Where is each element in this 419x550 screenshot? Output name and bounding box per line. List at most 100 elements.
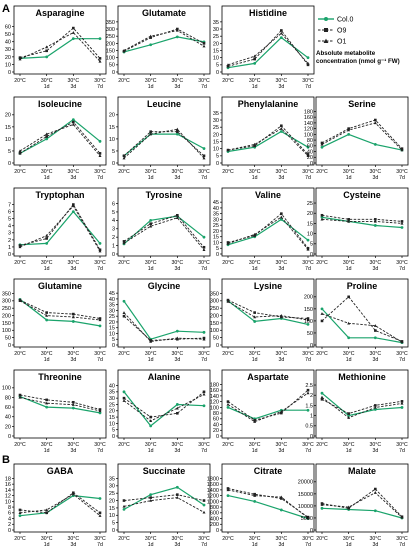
data-point-col-0	[279, 508, 283, 512]
data-point-o9	[306, 63, 310, 67]
y-tick-label: 20	[5, 424, 11, 430]
series-line-col-0	[19, 118, 101, 154]
y-tick-label: 80	[307, 138, 313, 144]
data-point-col-0	[175, 403, 179, 406]
data-point-o9	[122, 240, 126, 243]
x-tick-label: 20°C	[222, 351, 234, 357]
x-tick-label: 30°C	[198, 442, 210, 448]
data-point-col-0	[253, 320, 257, 323]
series-line-o9	[321, 296, 403, 342]
data-point-o1	[98, 249, 102, 253]
data-point-o1	[226, 148, 230, 152]
y-tick-label: 60	[5, 405, 11, 411]
series-line-col-0	[19, 395, 101, 414]
y-tick-label: 35	[109, 476, 115, 482]
data-point-o1	[202, 337, 206, 341]
data-point-o9	[98, 152, 102, 155]
y-tick-label: 0	[112, 528, 115, 534]
x-tick-label: 20°C	[316, 169, 328, 175]
x-tick-label: 30°C	[343, 442, 355, 448]
x-tick-sublabel: 3d	[70, 84, 76, 90]
data-point-o9	[202, 154, 206, 158]
series-line-col-0	[19, 298, 101, 327]
y-tick-label: 50	[5, 336, 11, 342]
data-point-o1	[71, 122, 75, 126]
data-point-o9	[347, 412, 350, 415]
data-point-col-0	[347, 132, 351, 136]
y-tick-label: 30	[213, 118, 219, 124]
data-point-o9	[280, 124, 283, 128]
y-tick-label: 10	[213, 56, 219, 62]
data-point-o1	[400, 515, 404, 519]
data-point-o9	[72, 400, 75, 404]
x-tick-sublabel: 1d	[346, 266, 352, 272]
y-tick-label: 200	[210, 313, 219, 319]
panel-frame	[117, 369, 211, 439]
y-tick-label: 150	[304, 307, 313, 313]
data-point-col-0	[306, 56, 310, 60]
data-point-col-0	[175, 35, 179, 39]
series-line-o1	[321, 313, 403, 343]
panel-title: Asparagine	[35, 8, 84, 18]
x-tick-label: 30°C	[41, 351, 53, 357]
x-tick-sublabel: 1d	[346, 175, 352, 181]
x-tick-sublabel: 3d	[278, 542, 284, 548]
data-point-col-0	[18, 514, 22, 518]
data-point-o1	[45, 401, 49, 405]
x-tick-sublabel: 3d	[372, 542, 378, 548]
legend-marker-col0	[324, 17, 328, 21]
y-tick-label: 0	[216, 70, 219, 76]
series-line-o1	[321, 492, 403, 518]
data-point-o1	[18, 245, 22, 249]
panel-title: Serine	[348, 99, 376, 109]
data-point-o1	[175, 336, 179, 340]
x-tick-sublabel: 7d	[305, 266, 311, 272]
data-point-col-0	[45, 242, 49, 245]
series-line-col-0	[321, 392, 403, 417]
series-line-o9	[321, 214, 403, 222]
x-tick-sublabel: 3d	[372, 357, 378, 363]
data-point-o9	[280, 315, 283, 319]
data-point-o1	[226, 242, 230, 245]
x-tick-sublabel: 3d	[70, 175, 76, 181]
y-tick-label: 4	[112, 218, 115, 224]
data-point-col-0	[98, 139, 102, 143]
data-point-o9	[253, 144, 256, 148]
x-tick-label: 20°C	[14, 536, 26, 542]
y-tick-label: 3	[8, 231, 11, 237]
x-tick-sublabel: 3d	[174, 84, 180, 90]
data-point-o1	[45, 234, 49, 237]
x-tick-sublabel: 3d	[278, 357, 284, 363]
data-point-o9	[72, 120, 75, 124]
series-line-o9	[123, 214, 205, 248]
y-tick-label: 20	[109, 320, 115, 326]
panel-title: Alanine	[148, 372, 181, 382]
x-tick-sublabel: 1d	[148, 175, 154, 181]
data-point-o1	[149, 132, 153, 136]
series-line-o1	[123, 128, 205, 159]
x-tick-label: 30°C	[249, 260, 261, 266]
series-line-col-0	[123, 391, 205, 427]
x-tick-label: 20°C	[118, 536, 130, 542]
y-tick-label: 100	[2, 386, 11, 392]
x-tick-label: 30°C	[302, 78, 314, 84]
y-tick-label: 0	[216, 252, 219, 258]
data-point-o9	[374, 487, 377, 491]
data-point-o9	[320, 398, 324, 401]
data-point-o1	[175, 127, 179, 131]
x-tick-label: 30°C	[41, 536, 53, 542]
y-tick-label: 10	[213, 240, 219, 246]
x-tick-sublabel: 1d	[44, 542, 50, 548]
panel-frame	[117, 463, 211, 533]
y-tick-label: 1	[112, 243, 115, 249]
y-tick-label: 15	[307, 221, 313, 227]
x-tick-sublabel: 7d	[305, 357, 311, 363]
series-line-col-0	[321, 216, 403, 229]
data-point-o1	[320, 395, 324, 399]
data-point-o1	[45, 45, 49, 49]
y-tick-label: 0.5	[305, 424, 313, 430]
y-tick-label: 0	[216, 343, 219, 349]
data-point-o1	[279, 31, 283, 35]
